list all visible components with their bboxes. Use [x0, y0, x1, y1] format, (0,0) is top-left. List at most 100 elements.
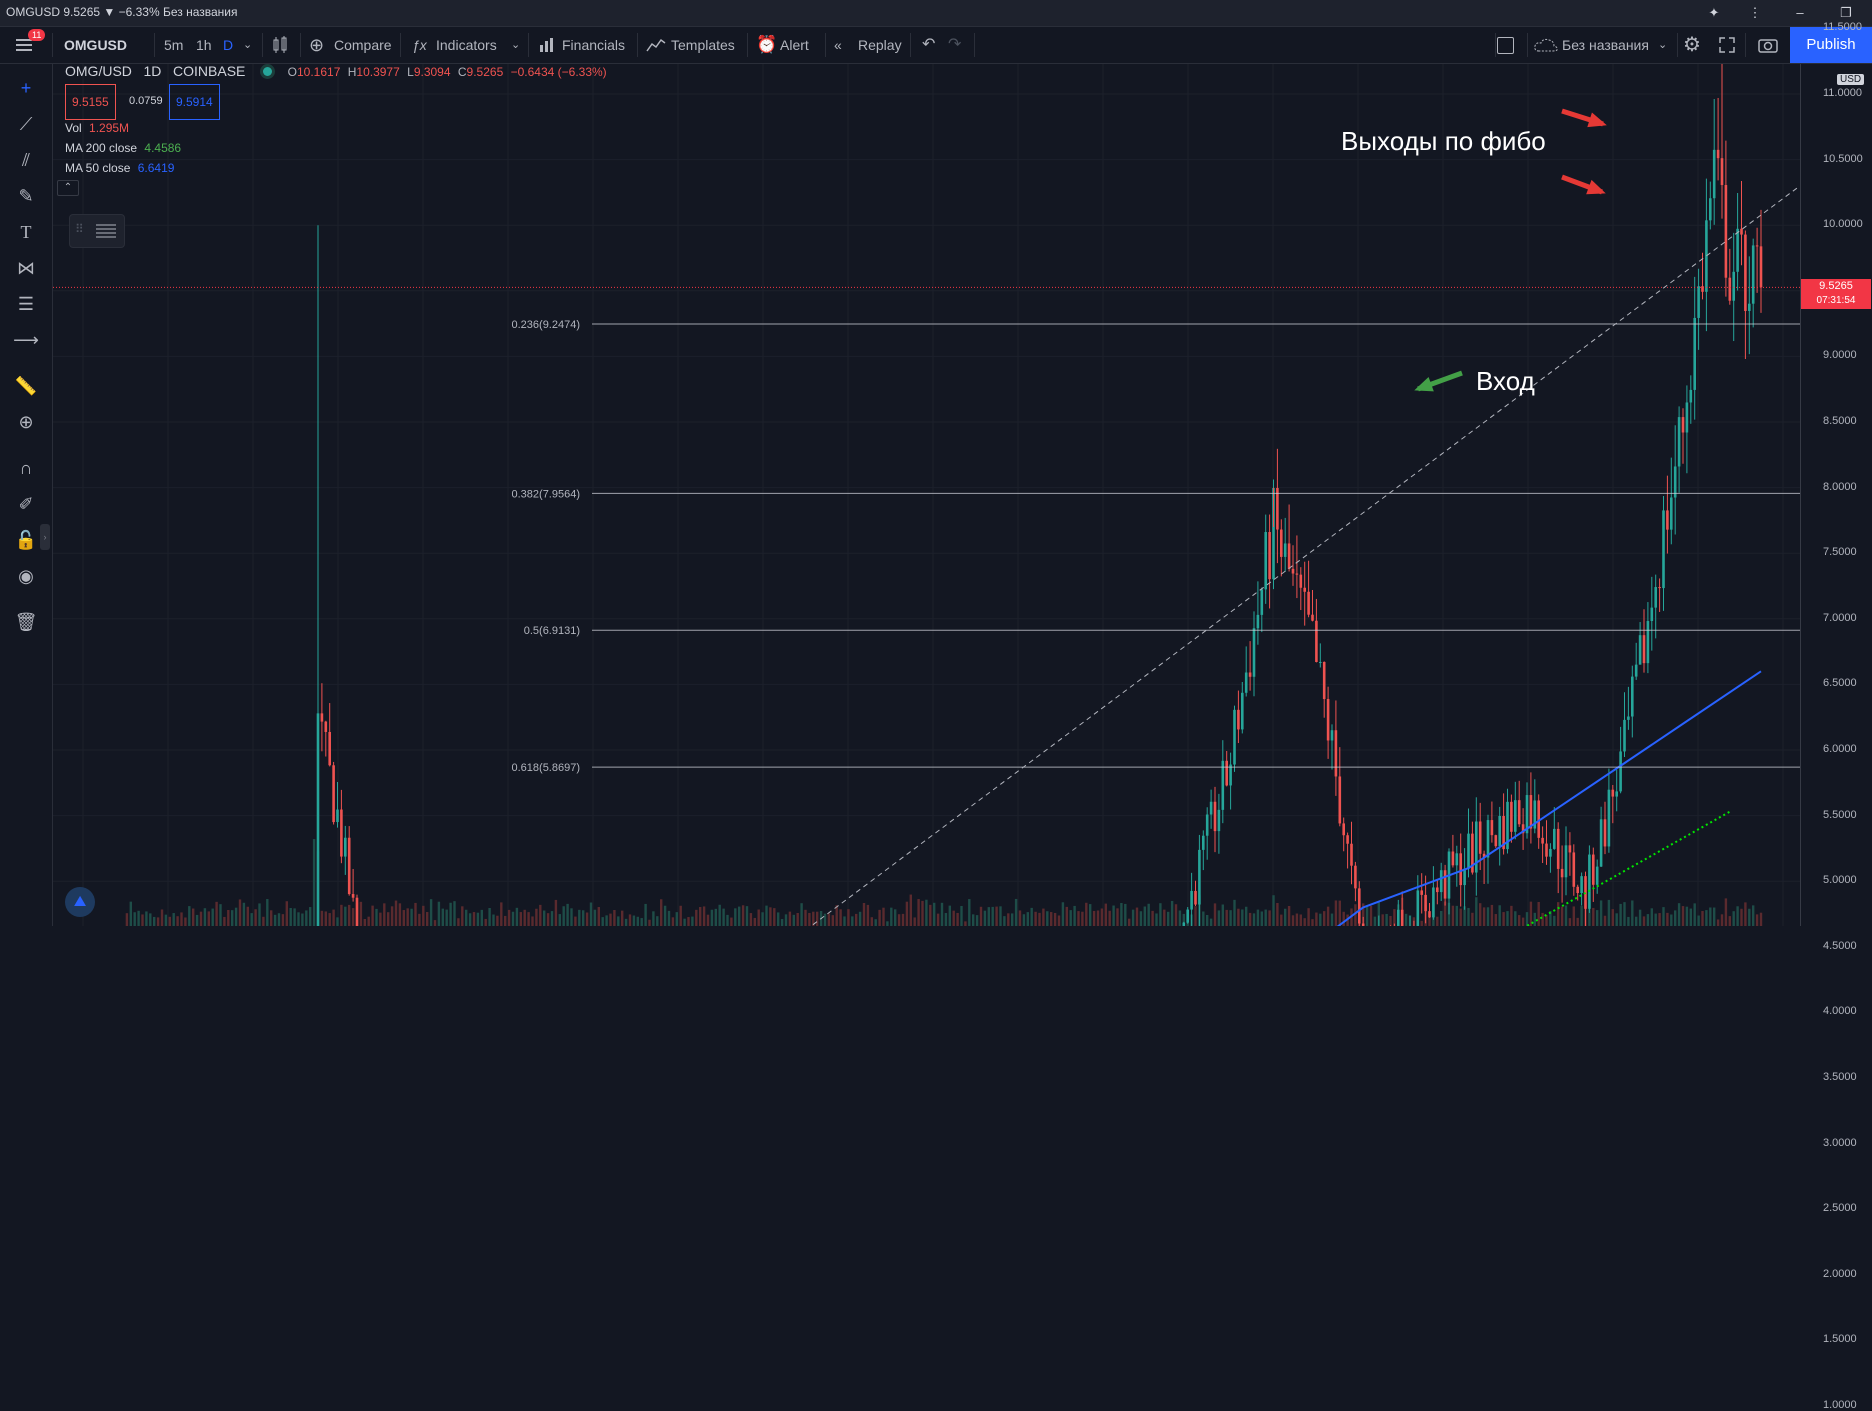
volume-bar — [1342, 911, 1345, 926]
compare-plus-icon[interactable]: ⊕ — [309, 35, 325, 55]
ruler-icon[interactable]: 📏 — [14, 376, 38, 396]
arrow-icon[interactable]: ⟶ — [13, 330, 39, 350]
fullscreen-icon[interactable] — [1718, 36, 1736, 54]
trend-line-icon[interactable]: ⟋ — [19, 114, 33, 134]
volume-bar — [258, 903, 261, 926]
interval-5m[interactable]: 5m — [164, 37, 184, 53]
volume-bar — [624, 918, 628, 926]
text-tool-icon[interactable]: T — [20, 222, 32, 242]
camera-icon[interactable] — [1757, 36, 1779, 54]
entry-annotation[interactable]: Вход — [1476, 366, 1535, 396]
lock-icon[interactable]: 🔓 — [14, 530, 38, 550]
candle-body — [1229, 764, 1232, 786]
candle-body — [1650, 607, 1654, 622]
volume-bar — [1506, 911, 1509, 926]
price-axis[interactable]: 11.500011.000010.500010.00009.50009.0000… — [1800, 21, 1872, 1411]
volume-bar — [1377, 902, 1380, 926]
symbol-search[interactable]: OMGUSD — [64, 37, 127, 53]
interval-dropdown-icon[interactable]: ⌄ — [243, 39, 253, 51]
collapse-legend-icon[interactable]: ⌃ — [57, 180, 79, 196]
fullscreen-layout-icon[interactable] — [1497, 37, 1514, 54]
volume-bar — [593, 909, 597, 926]
publish-button[interactable]: Publish — [1790, 27, 1872, 63]
layout-dropdown-icon[interactable]: ⌄ — [1658, 39, 1668, 51]
settings-gear-icon[interactable]: ⚙ — [1683, 34, 1701, 56]
candle-body — [1638, 635, 1642, 665]
volume-bar — [1592, 907, 1595, 926]
candle-body — [1475, 821, 1478, 873]
drag-handle-icon[interactable]: ⠿ — [75, 222, 84, 236]
volume-bar — [1529, 901, 1533, 926]
volume-bar — [1677, 903, 1681, 926]
templates-button[interactable]: Templates — [671, 37, 735, 53]
volume-bar — [449, 902, 452, 926]
eye-icon[interactable]: ◉ — [18, 566, 34, 586]
candle-body — [1217, 809, 1221, 832]
tradingview-logo-icon[interactable]: ⛰ — [65, 887, 95, 917]
menu-button[interactable]: 11 — [14, 29, 46, 55]
volume-legend: Vol 1.295M — [65, 121, 130, 135]
exit-annotation[interactable]: Выходы по фибо — [1341, 126, 1546, 156]
volume-bar — [921, 900, 924, 926]
candle-body — [1599, 819, 1603, 867]
extensions-icon[interactable]: ✦ — [1708, 5, 1720, 20]
indicators-dropdown-icon[interactable]: ⌄ — [511, 39, 521, 51]
volume-bar — [1245, 906, 1248, 926]
price-tick: 5.0000 — [1823, 874, 1857, 887]
candle-body — [1568, 845, 1572, 853]
restore-icon[interactable]: ❐ — [1840, 5, 1852, 20]
prediction-icon[interactable]: ☰ — [17, 294, 35, 314]
volume-bar — [390, 906, 394, 926]
interval-1h[interactable]: 1h — [196, 37, 212, 53]
alert-button[interactable]: Alert — [780, 37, 809, 53]
volume-bar — [617, 916, 620, 926]
zoom-in-icon[interactable]: ⊕ — [18, 412, 34, 432]
candle-body — [1631, 676, 1634, 717]
chart-pane[interactable]: 0(11.3341)0.236(9.2474)0.382(7.9564)0.5(… — [53, 63, 1800, 926]
volume-bar — [1393, 909, 1396, 926]
bid-price-box[interactable]: 9.5155 — [65, 84, 116, 120]
volume-bar — [1514, 911, 1517, 926]
volume-bar — [1635, 916, 1638, 926]
volume-bar — [578, 909, 581, 926]
chart-canvas[interactable]: 0(11.3341)0.236(9.2474)0.382(7.9564)0.5(… — [53, 64, 1800, 926]
undo-icon[interactable]: ↶ — [922, 36, 936, 53]
volume-bar — [1248, 912, 1252, 926]
currency-label[interactable]: USD — [1837, 74, 1865, 85]
interval-d[interactable]: D — [223, 37, 234, 53]
indicators-button[interactable]: Indicators — [436, 37, 497, 53]
collapse-toolbar-icon[interactable]: › — [40, 524, 50, 550]
brush-icon[interactable]: ✎ — [18, 186, 34, 206]
volume-bar — [890, 907, 893, 926]
pattern-icon[interactable]: ⋈ — [17, 258, 35, 278]
volume-bar — [305, 910, 308, 926]
magnet-icon[interactable]: ∩ — [19, 458, 33, 478]
market-status-icon[interactable] — [263, 67, 273, 76]
fib-tool-icon[interactable]: ⫽ — [21, 150, 31, 170]
candle-body — [1424, 894, 1427, 912]
replay-button[interactable]: Replay — [858, 37, 902, 53]
layout-name[interactable]: Без названия — [1562, 37, 1649, 53]
stay-drawing-icon[interactable]: ✐ — [18, 494, 34, 514]
minimize-icon[interactable]: – — [1796, 5, 1804, 20]
candle-body — [1502, 815, 1505, 850]
ma200-legend: MA 200 close 4.4586 — [65, 141, 182, 155]
candle-body — [1728, 277, 1732, 301]
trash-icon[interactable]: 🗑 — [14, 612, 38, 632]
fib-levels-icon[interactable] — [94, 223, 118, 239]
financials-button[interactable]: Financials — [562, 37, 626, 53]
volume-bar — [999, 906, 1002, 926]
redo-icon[interactable]: ↷ — [948, 36, 962, 53]
compare-button[interactable]: Compare — [334, 37, 392, 53]
candle-body — [1436, 887, 1439, 893]
ask-price-box[interactable]: 9.5914 — [169, 84, 220, 120]
volume-bar — [901, 913, 905, 926]
candle-body — [1486, 820, 1490, 858]
chart-style-icon[interactable] — [270, 35, 290, 55]
volume-bar — [519, 912, 522, 926]
more-icon[interactable]: ⋮ — [1748, 5, 1762, 20]
volume-bar — [585, 912, 589, 926]
floating-drawing-toolbar[interactable]: ⠿ — [69, 214, 125, 248]
crosshair-icon[interactable]: + — [20, 78, 32, 98]
volume-bar — [843, 916, 846, 926]
